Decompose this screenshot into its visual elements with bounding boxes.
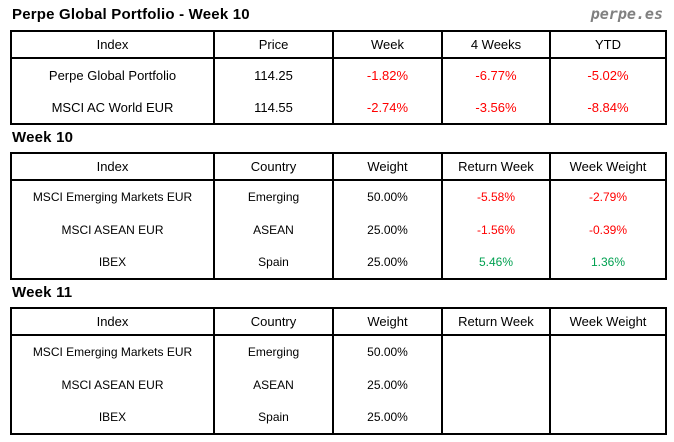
column-header-week: Week bbox=[332, 31, 442, 59]
summary-row: MSCI AC World EUR 114.55 -2.74% -3.56% -… bbox=[11, 91, 666, 124]
cell-index: MSCI Emerging Markets EUR bbox=[32, 345, 193, 359]
summary-row: Perpe Global Portfolio 114.25 -1.82% -6.… bbox=[11, 58, 666, 91]
week11-heading: Week 11 bbox=[12, 284, 73, 301]
cell-weight: 25.00% bbox=[332, 213, 442, 246]
column-header-return-week: Return Week bbox=[441, 153, 550, 181]
summary-table: Index Price Week 4 Weeks YTD Perpe Globa… bbox=[10, 30, 667, 125]
cell-index: IBEX bbox=[98, 255, 127, 269]
cell-price: 114.55 bbox=[213, 91, 333, 124]
cell-return-week: -1.56% bbox=[441, 213, 550, 246]
week10-row: MSCI ASEAN EUR ASEAN 25.00% -1.56% -0.39… bbox=[11, 213, 666, 246]
column-header-week-weight: Week Weight bbox=[549, 153, 666, 181]
cell-country: Emerging bbox=[213, 335, 333, 368]
cell-index: MSCI AC World EUR bbox=[51, 99, 174, 115]
cell-index: MSCI ASEAN EUR bbox=[61, 222, 164, 237]
week10-row: MSCI Emerging Markets EUR Emerging 50.00… bbox=[11, 180, 666, 213]
cell-week-weight bbox=[549, 368, 666, 401]
week11-row: IBEX Spain 25.00% bbox=[11, 401, 666, 434]
column-header-week-weight: Week Weight bbox=[549, 308, 666, 336]
cell-week: -2.74% bbox=[332, 91, 442, 124]
cell-weight: 25.00% bbox=[332, 246, 442, 279]
cell-return-week bbox=[441, 401, 550, 434]
cell-week-weight: -2.79% bbox=[549, 180, 666, 213]
cell-week-weight bbox=[549, 401, 666, 434]
cell-4weeks: -3.56% bbox=[441, 91, 550, 124]
column-header-price: Price bbox=[213, 31, 333, 59]
cell-week-weight: -0.39% bbox=[549, 213, 666, 246]
cell-ytd: -5.02% bbox=[549, 58, 666, 91]
cell-index: Perpe Global Portfolio bbox=[48, 67, 177, 83]
column-header-ytd: YTD bbox=[549, 31, 666, 59]
cell-return-week: 5.46% bbox=[441, 246, 550, 279]
cell-weight: 25.00% bbox=[332, 368, 442, 401]
cell-week-weight: 1.36% bbox=[549, 246, 666, 279]
week10-row: IBEX Spain 25.00% 5.46% 1.36% bbox=[11, 246, 666, 279]
cell-weight: 25.00% bbox=[332, 401, 442, 434]
summary-header-row: Index Price Week 4 Weeks YTD bbox=[11, 31, 666, 59]
cell-weight: 50.00% bbox=[332, 335, 442, 368]
page-title: Perpe Global Portfolio - Week 10 bbox=[12, 6, 250, 23]
column-header-weight: Weight bbox=[332, 308, 442, 336]
column-header-country: Country bbox=[213, 308, 333, 336]
column-header-index: Index bbox=[11, 308, 214, 336]
cell-ytd: -8.84% bbox=[549, 91, 666, 124]
cell-country: Spain bbox=[213, 401, 333, 434]
brand-logo: perpe.es bbox=[590, 5, 663, 23]
cell-return-week bbox=[441, 335, 550, 368]
cell-country: ASEAN bbox=[213, 213, 333, 246]
week10-header-row: Index Country Weight Return Week Week We… bbox=[11, 153, 666, 181]
column-header-4weeks: 4 Weeks bbox=[441, 31, 550, 59]
cell-index: MSCI Emerging Markets EUR bbox=[32, 190, 193, 204]
cell-price: 114.25 bbox=[213, 58, 333, 91]
cell-week-weight bbox=[549, 335, 666, 368]
column-header-weight: Weight bbox=[332, 153, 442, 181]
cell-index: MSCI ASEAN EUR bbox=[61, 377, 164, 392]
week10-heading: Week 10 bbox=[12, 129, 74, 146]
week11-row: MSCI ASEAN EUR ASEAN 25.00% bbox=[11, 368, 666, 401]
cell-country: Spain bbox=[213, 246, 333, 279]
cell-week: -1.82% bbox=[332, 58, 442, 91]
cell-country: Emerging bbox=[213, 180, 333, 213]
week11-row: MSCI Emerging Markets EUR Emerging 50.00… bbox=[11, 335, 666, 368]
week10-table: Index Country Weight Return Week Week We… bbox=[10, 152, 667, 280]
cell-4weeks: -6.77% bbox=[441, 58, 550, 91]
cell-country: ASEAN bbox=[213, 368, 333, 401]
column-header-return-week: Return Week bbox=[441, 308, 550, 336]
column-header-country: Country bbox=[213, 153, 333, 181]
cell-index: IBEX bbox=[98, 410, 127, 424]
column-header-index: Index bbox=[11, 31, 214, 59]
cell-return-week: -5.58% bbox=[441, 180, 550, 213]
week11-header-row: Index Country Weight Return Week Week We… bbox=[11, 308, 666, 336]
column-header-index: Index bbox=[11, 153, 214, 181]
report-header: Perpe Global Portfolio - Week 10 perpe.e… bbox=[12, 5, 663, 23]
week11-table: Index Country Weight Return Week Week We… bbox=[10, 307, 667, 435]
cell-weight: 50.00% bbox=[332, 180, 442, 213]
cell-return-week bbox=[441, 368, 550, 401]
